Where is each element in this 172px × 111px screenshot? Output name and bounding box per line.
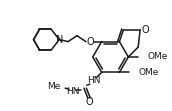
Text: N: N	[56, 35, 63, 45]
Text: Me: Me	[47, 82, 60, 91]
Text: OMe: OMe	[138, 68, 159, 77]
Text: OMe: OMe	[147, 53, 167, 61]
Text: HN: HN	[87, 76, 100, 85]
Text: O: O	[85, 97, 93, 107]
Text: HN: HN	[66, 87, 80, 96]
Text: O: O	[141, 25, 149, 35]
Text: O: O	[86, 37, 94, 47]
